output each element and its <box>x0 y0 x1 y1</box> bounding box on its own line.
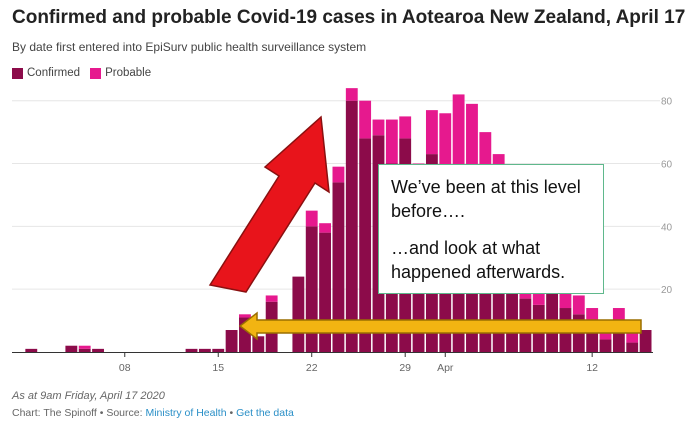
bar-probable[interactable] <box>332 166 345 183</box>
x-tick-label: 29 <box>399 362 411 374</box>
x-tick-label: 15 <box>212 362 224 374</box>
source-link[interactable]: Ministry of Health <box>145 407 227 419</box>
bar-probable[interactable] <box>559 286 572 309</box>
bar-confirmed[interactable] <box>78 348 91 352</box>
get-the-data-link[interactable]: Get the data <box>236 407 294 419</box>
bar-confirmed[interactable] <box>345 100 358 353</box>
bar-confirmed[interactable] <box>626 342 639 352</box>
y-tick-label: 80 <box>661 97 673 108</box>
annotation-arrows <box>208 115 642 341</box>
bar-probable[interactable] <box>305 210 318 227</box>
legend-label-probable: Probable <box>105 67 152 79</box>
x-tick-label: 12 <box>586 362 598 374</box>
bar-probable[interactable] <box>372 119 385 136</box>
x-tick-label: 08 <box>119 362 131 374</box>
bar-probable[interactable] <box>385 119 398 164</box>
bar-probable[interactable] <box>572 295 585 315</box>
bar-probable[interactable] <box>265 295 278 302</box>
bar-confirmed[interactable] <box>239 317 251 352</box>
bar-confirmed[interactable] <box>198 348 211 352</box>
bar-probable[interactable] <box>452 94 465 183</box>
chart-title: Confirmed and probable Covid-19 cases in… <box>12 7 686 28</box>
bar-confirmed[interactable] <box>225 330 238 352</box>
bar-probable[interactable] <box>626 333 639 343</box>
bar-probable[interactable] <box>599 330 612 340</box>
bar-confirmed[interactable] <box>639 330 652 352</box>
bar-confirmed[interactable] <box>599 339 612 352</box>
legend-item-probable[interactable]: Probable <box>90 67 151 79</box>
x-tick-label: Apr <box>437 362 454 374</box>
y-tick-label: 20 <box>661 285 673 296</box>
bar-confirmed[interactable] <box>92 348 104 352</box>
bar-confirmed[interactable] <box>612 323 625 352</box>
bar-probable[interactable] <box>345 88 358 101</box>
timestamp: As at 9am Friday, April 17 2020 <box>12 390 165 402</box>
bar-confirmed[interactable] <box>332 182 345 352</box>
legend: Confirmed Probable <box>12 67 155 79</box>
bar-probable[interactable] <box>319 223 331 233</box>
credit-prefix: Chart: The Spinoff • Source: <box>12 407 146 419</box>
bar-probable[interactable] <box>586 308 599 324</box>
bar-probable[interactable] <box>466 103 478 167</box>
chart-subtitle: By date first entered into EpiSurv publi… <box>12 40 367 54</box>
bar-confirmed[interactable] <box>492 242 505 352</box>
bar-confirmed[interactable] <box>319 232 331 352</box>
y-tick-label: 40 <box>661 222 673 233</box>
yellow-arrow-icon <box>238 311 642 341</box>
y-axis-labels: 20 40 60 80 <box>661 97 673 296</box>
bar-confirmed[interactable] <box>25 348 38 352</box>
bar-confirmed[interactable] <box>359 138 372 352</box>
x-axis-labels: 08 15 22 29 Apr 12 <box>119 352 598 374</box>
bar-confirmed[interactable] <box>586 323 599 352</box>
legend-swatch-confirmed <box>12 67 23 79</box>
legend-swatch-probable <box>90 67 102 79</box>
bar-confirmed[interactable] <box>292 276 305 352</box>
y-tick-label: 60 <box>661 160 673 171</box>
legend-label-confirmed: Confirmed <box>27 67 81 79</box>
x-tick-label: 22 <box>306 362 318 374</box>
red-arrow-icon <box>208 115 330 293</box>
callout-line-2: …and look at what happened afterwards. <box>391 237 566 282</box>
bar-probable[interactable] <box>399 116 412 139</box>
legend-item-confirmed[interactable]: Confirmed <box>12 67 80 79</box>
bar-probable[interactable] <box>532 292 545 305</box>
bar-confirmed[interactable] <box>252 336 265 352</box>
bar-confirmed[interactable] <box>305 226 318 352</box>
bar-probable[interactable] <box>439 113 452 180</box>
bar-confirmed[interactable] <box>212 348 225 352</box>
credit-separator: • <box>226 407 237 419</box>
bar-probable[interactable] <box>612 308 625 324</box>
bar-probable[interactable] <box>425 110 438 155</box>
bar-probable[interactable] <box>78 345 91 349</box>
bar-confirmed[interactable] <box>506 257 518 352</box>
bar-confirmed[interactable] <box>185 348 198 352</box>
bar-probable[interactable] <box>239 314 251 318</box>
callout-line-1: We’ve been at this level before…. <box>391 177 581 222</box>
annotation-callout: We’ve been at this level before…. …and l… <box>378 164 604 294</box>
bar-confirmed[interactable] <box>65 345 78 352</box>
bar-probable[interactable] <box>359 100 372 139</box>
credit-line: Chart: The Spinoff • Source: Ministry of… <box>12 407 294 419</box>
